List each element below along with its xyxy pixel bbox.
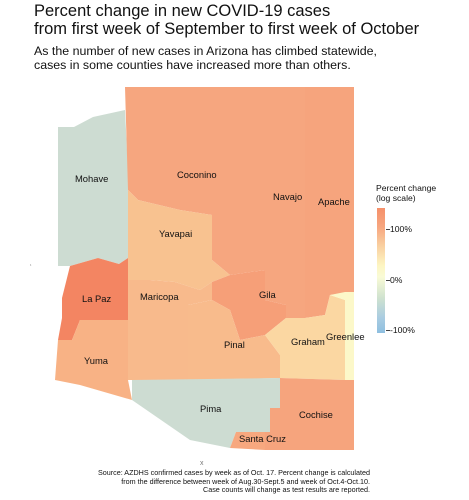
chart-title: Percent change in new COVID-19 cases fro… bbox=[34, 2, 454, 38]
county-pinal[interactable] bbox=[188, 300, 280, 380]
county-label-cochise: Cochise bbox=[299, 409, 333, 420]
source-note: Source: AZDHS confirmed cases by week as… bbox=[40, 468, 370, 495]
legend-tick-minus-100: -100% bbox=[390, 325, 415, 335]
county-gila[interactable] bbox=[212, 270, 286, 340]
county-label-graham: Graham bbox=[291, 336, 325, 347]
title-line-1: Percent change in new COVID-19 cases bbox=[34, 2, 331, 20]
county-label-coconino: Coconino bbox=[177, 169, 217, 180]
subtitle-line-2: cases in some counties have increased mo… bbox=[34, 58, 351, 72]
county-coconino[interactable] bbox=[125, 87, 265, 275]
county-maricopa[interactable] bbox=[128, 280, 212, 380]
county-mohave[interactable] bbox=[58, 110, 128, 266]
county-label-greenlee: Greenlee bbox=[326, 331, 365, 342]
county-santa-cruz[interactable] bbox=[230, 432, 270, 450]
legend-title-line-2: (log scale) bbox=[376, 193, 416, 203]
county-graham[interactable] bbox=[265, 295, 345, 380]
county-label-pima: Pima bbox=[200, 403, 222, 414]
county-label-yuma: Yuma bbox=[84, 355, 109, 366]
stray-mark-bottom: x bbox=[200, 460, 204, 467]
county-label-apache: Apache bbox=[318, 196, 350, 207]
legend-tick-0: 0% bbox=[390, 275, 403, 285]
legend-title: Percent change (log scale) bbox=[376, 183, 466, 203]
county-yuma[interactable] bbox=[55, 320, 132, 400]
legend-tick-100: 100% bbox=[390, 224, 412, 234]
source-line-3: Case counts will change as test results … bbox=[203, 485, 370, 495]
legend-tick-mark-minus-100 bbox=[386, 330, 390, 331]
county-label-navajo: Navajo bbox=[273, 191, 302, 202]
county-label-santa-cruz: Santa Cruz bbox=[239, 433, 286, 444]
title-line-2: from first week of September to first we… bbox=[34, 20, 420, 38]
legend-tick-mark-0 bbox=[386, 280, 390, 281]
subtitle-line-1: As the number of new cases in Arizona ha… bbox=[34, 44, 377, 58]
county-yavapai[interactable] bbox=[128, 190, 230, 290]
stray-mark-left: ‘ bbox=[30, 264, 32, 271]
legend-title-line-1: Percent change bbox=[376, 183, 437, 193]
source-line-2: from the difference between week of Aug.… bbox=[121, 476, 370, 486]
chart-subtitle: As the number of new cases in Arizona ha… bbox=[34, 44, 454, 72]
county-pima[interactable] bbox=[132, 378, 280, 448]
county-navajo[interactable] bbox=[265, 87, 305, 318]
county-label-la-paz: La Paz bbox=[82, 293, 111, 304]
county-greenlee[interactable] bbox=[330, 292, 354, 380]
color-legend: Percent change (log scale) 100% 0% -100% bbox=[376, 183, 466, 363]
source-line-1: Source: AZDHS confirmed cases by week as… bbox=[97, 468, 370, 477]
county-label-pinal: Pinal bbox=[224, 339, 245, 350]
legend-tick-mark-100 bbox=[386, 229, 390, 230]
county-label-gila: Gila bbox=[259, 289, 276, 300]
county-la-paz[interactable] bbox=[58, 258, 128, 340]
county-apache[interactable] bbox=[305, 87, 354, 318]
county-label-yavapai: Yavapai bbox=[159, 228, 192, 239]
county-label-mohave: Mohave bbox=[75, 173, 108, 184]
county-cochise[interactable] bbox=[265, 378, 354, 450]
county-label-maricopa: Maricopa bbox=[140, 291, 179, 302]
legend-color-bar bbox=[377, 208, 385, 333]
